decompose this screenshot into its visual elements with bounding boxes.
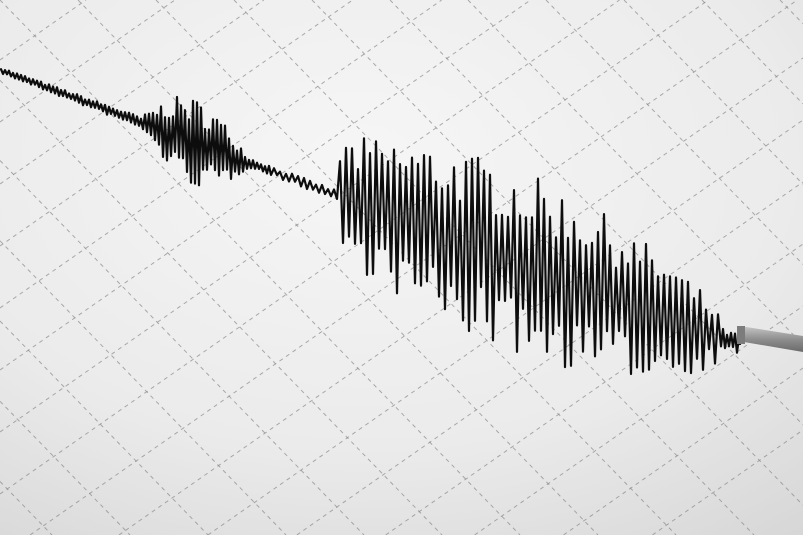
grid-line-rising (296, 181, 803, 535)
grid-line-rising (0, 0, 265, 185)
grid-line-rising (118, 57, 803, 535)
stylus-arm (740, 326, 803, 352)
grid-line-falling (467, 0, 803, 346)
grid-line-falling (623, 0, 803, 185)
grid-line-falling (0, 160, 365, 535)
grid-line-rising (0, 0, 87, 61)
grid-line-rising (474, 305, 803, 535)
grid-line-rising (0, 0, 176, 123)
grid-line-falling (0, 79, 443, 535)
grid-line-falling (779, 0, 803, 25)
grid-line-rising (652, 429, 803, 535)
grid-line-rising (207, 119, 803, 535)
grid-line-falling (0, 320, 209, 535)
grid-line-falling (0, 400, 131, 535)
seismic-waveform (0, 68, 742, 376)
stylus-needle (737, 326, 803, 352)
grid-line-falling (389, 0, 803, 426)
grid-line-rising (563, 367, 803, 535)
grid-line-rising (0, 0, 531, 371)
stylus-tip (737, 326, 745, 344)
grid-line-rising (0, 0, 620, 433)
grid-line-falling (545, 0, 803, 265)
grid-line-falling (701, 0, 803, 105)
grid-line-rising (0, 0, 442, 309)
